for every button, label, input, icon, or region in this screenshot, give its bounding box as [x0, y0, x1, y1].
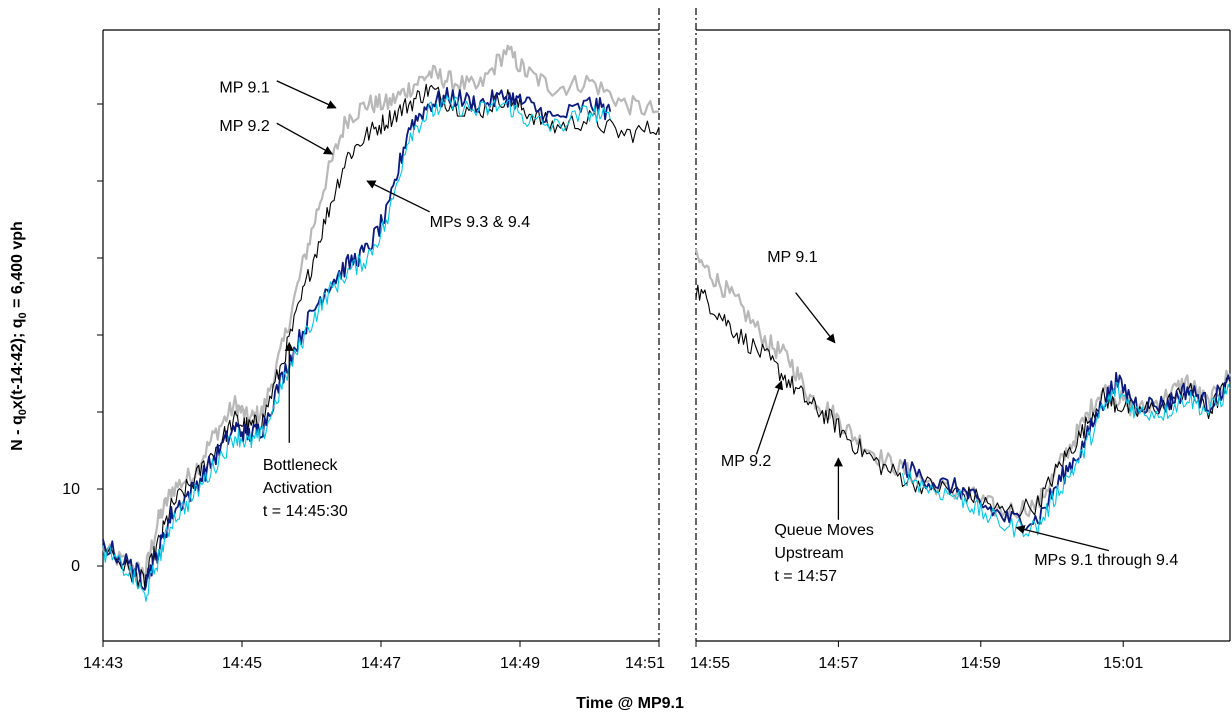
series-line-mp-9-2	[102, 83, 660, 589]
annotation-text: t = 14:57	[774, 568, 837, 585]
annotation-text: MP 9.1	[767, 249, 818, 266]
annotation-text: t = 14:45:30	[263, 503, 348, 520]
annotation-text: Activation	[263, 480, 332, 497]
x-axis: 14:43 14:45 14:47 14:49 14:51 14:55 14:57 14:59…	[83, 641, 1143, 672]
y-tick-label: 0	[71, 558, 80, 575]
annotation-arrow	[755, 380, 784, 455]
annotation-text: Upstream	[774, 545, 843, 562]
series-line-mp-9-3	[102, 86, 612, 591]
annotation-text: MP 9.1	[219, 79, 270, 96]
x-tick-label: 14:57	[818, 655, 858, 672]
x-axis-title: Time @ MP9.1	[576, 695, 684, 712]
annotation-arrow	[366, 180, 430, 213]
series-line-mp-9-1	[694, 248, 1232, 520]
x-tick-label: 14:59	[961, 655, 1001, 672]
annotation-text: Queue Moves	[774, 522, 874, 539]
annotation-arrow	[276, 80, 337, 109]
series-line-mp-9-4	[901, 381, 1231, 538]
annotation-text: MP 9.2	[219, 118, 270, 135]
x-tick-label: 14:55	[690, 655, 730, 672]
y-tick-label: 10	[62, 481, 80, 498]
annotation-arrow	[276, 122, 334, 155]
series-lines	[101, 44, 1232, 603]
y-axis-title: N - q0x(t-14:42); q0 = 6,400 vph	[9, 221, 29, 451]
annotation-arrow	[795, 292, 836, 344]
x-tick-label: 14:49	[500, 655, 540, 672]
x-tick-label: 14:43	[83, 655, 123, 672]
annotation-text: Bottleneck	[263, 457, 339, 474]
series-line-mp-9-4	[102, 95, 611, 603]
plot-frame	[102, 8, 1231, 642]
annotations: MP 9.1 MP 9.2 MPs 9.3 & 9.4 Bottleneck Activ…	[219, 79, 1178, 585]
annotation-text: MPs 9.1 through 9.4	[1034, 552, 1178, 569]
x-tick-label: 14:51	[625, 655, 665, 672]
series-line-mp-9-2	[695, 284, 1231, 517]
y-axis: 0 10	[62, 103, 103, 575]
annotation-text: MP 9.2	[721, 453, 772, 470]
x-tick-label: 15:01	[1103, 655, 1143, 672]
annotation-arrow	[1015, 525, 1110, 552]
x-tick-label: 14:45	[222, 655, 262, 672]
series-line-mp-9-1	[101, 44, 660, 581]
x-tick-label: 14:47	[361, 655, 401, 672]
annotation-text: MPs 9.3 & 9.4	[430, 214, 531, 231]
series-line-mp-9-3	[901, 371, 1231, 531]
